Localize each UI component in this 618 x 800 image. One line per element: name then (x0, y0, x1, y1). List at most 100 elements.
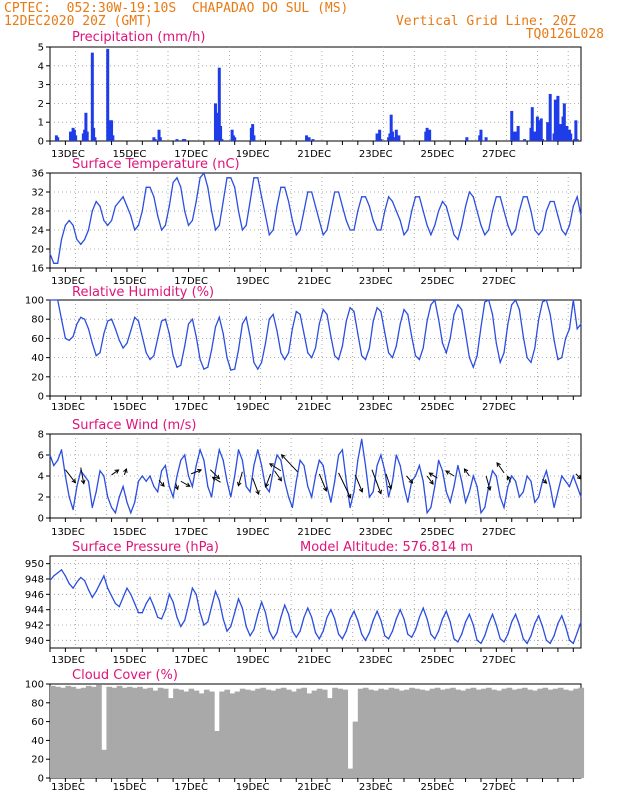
series-point (103, 219, 105, 222)
series-point (137, 224, 140, 226)
series-point (480, 642, 482, 645)
series-point (561, 615, 563, 617)
cloud-bar (203, 689, 210, 778)
y-tick-label: 2 (38, 493, 44, 504)
cloud-bar (362, 687, 369, 778)
y-tick-label: 0 (38, 774, 44, 785)
series-point (568, 328, 571, 330)
y-tick-label: 8 (38, 430, 44, 441)
series-point (95, 590, 97, 592)
precip-bar (428, 129, 432, 141)
series-point (499, 638, 501, 640)
x-tick-label: 21DEC (297, 149, 331, 160)
series-point (268, 491, 270, 493)
x-tick-label: 19DEC (236, 402, 270, 413)
series-point (418, 196, 420, 198)
series-point (418, 464, 420, 467)
panel-1: 16 20 24 28 32 36 13DEC 15DEC 17DEC 19DEC 21DEC 23D… (31, 157, 582, 287)
series-point (368, 205, 370, 207)
wind-arrow-head (445, 470, 451, 475)
panel-annotation: Model Altitude: 576.814 m (300, 540, 473, 555)
cloud-bar (547, 689, 554, 778)
series-point (76, 238, 78, 241)
series-point (457, 464, 459, 467)
wind-arrow (252, 477, 260, 495)
series-point (237, 210, 240, 212)
series-point (87, 328, 90, 330)
series-point (199, 449, 201, 451)
y-tick-label: 32 (31, 188, 44, 199)
series-point (245, 485, 247, 488)
series-point (449, 219, 451, 222)
precip-bar (74, 135, 78, 141)
x-tick-label: 13DEC (51, 527, 85, 538)
series-point (372, 219, 374, 222)
series-point (284, 604, 286, 606)
series-point (107, 587, 109, 589)
series-point (91, 342, 93, 344)
cloud-bar (337, 688, 343, 778)
series-point (526, 196, 528, 198)
wind-arrow (338, 472, 352, 499)
precip-bar (539, 118, 543, 141)
series-point (80, 316, 82, 318)
series-point (103, 475, 105, 477)
cloud-bar (357, 688, 364, 778)
series-point (349, 229, 351, 231)
series-point (84, 579, 86, 582)
series-point (214, 590, 217, 592)
x-tick-label: 19DEC (236, 782, 270, 793)
series-point (538, 496, 540, 498)
cloud-bar (260, 687, 266, 778)
panel-3: 0 2 4 6 8 13DEC 15DEC 17DEC 19DEC 21DEC 23DEC 25DEC… (38, 418, 582, 538)
plot-frame (49, 172, 582, 269)
series-point (64, 475, 66, 477)
series-point (507, 485, 509, 488)
precip-bar (541, 139, 545, 141)
precip-bar (183, 139, 187, 141)
precip-bar (307, 137, 311, 141)
series-point (49, 253, 51, 255)
series-point (430, 234, 432, 236)
series-point (118, 339, 120, 341)
series-point (380, 310, 382, 313)
series-point (199, 358, 201, 361)
series-point (122, 485, 124, 488)
cloud-bar (368, 689, 374, 778)
series-point (422, 480, 424, 482)
precip-bar (56, 137, 60, 141)
cloud-bar (280, 687, 287, 778)
wind-arrow (575, 473, 582, 480)
cloud-bar (465, 688, 472, 778)
series-point (441, 470, 444, 472)
series-point (284, 358, 286, 361)
series-point (476, 210, 478, 212)
x-tick-label: 13DEC (51, 149, 85, 160)
series-point (464, 205, 467, 207)
series-point (461, 224, 463, 226)
series-point (218, 316, 220, 318)
cloud-bar (60, 687, 66, 778)
series-point (480, 326, 482, 328)
series-point (445, 491, 447, 493)
cloud-bar (578, 687, 585, 778)
cloud-bar (424, 690, 431, 778)
x-tick-label: 15DEC (113, 782, 147, 793)
precip-bar (220, 139, 224, 141)
wind-arrow (175, 483, 179, 490)
series-point (361, 633, 363, 635)
series-point (376, 229, 378, 231)
series-point (314, 632, 317, 634)
series-point (507, 224, 509, 226)
cloud-bar (132, 687, 138, 778)
series-point (107, 224, 109, 226)
series-point (214, 229, 217, 231)
series-point (84, 238, 86, 241)
series-point (295, 310, 297, 313)
series-point (261, 196, 263, 198)
series-point (391, 200, 394, 203)
precip-bar (556, 95, 560, 141)
y-tick-label: 24 (31, 226, 44, 237)
wind-arrow (385, 473, 392, 490)
x-tick-label: 13DEC (51, 276, 85, 287)
